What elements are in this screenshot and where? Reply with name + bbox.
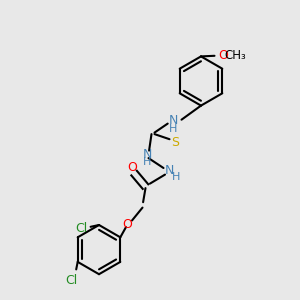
Text: N: N bbox=[168, 114, 178, 127]
Text: N: N bbox=[142, 148, 152, 161]
Text: H: H bbox=[143, 157, 151, 167]
Text: N: N bbox=[165, 164, 174, 177]
Text: H: H bbox=[169, 124, 177, 134]
Text: O: O bbox=[127, 161, 136, 174]
Text: O: O bbox=[123, 218, 132, 232]
Text: H: H bbox=[172, 172, 181, 182]
Text: O: O bbox=[218, 49, 228, 62]
Text: Cl: Cl bbox=[76, 222, 88, 236]
Text: CH₃: CH₃ bbox=[225, 49, 246, 62]
Text: S: S bbox=[172, 136, 179, 149]
Text: Cl: Cl bbox=[66, 274, 78, 287]
